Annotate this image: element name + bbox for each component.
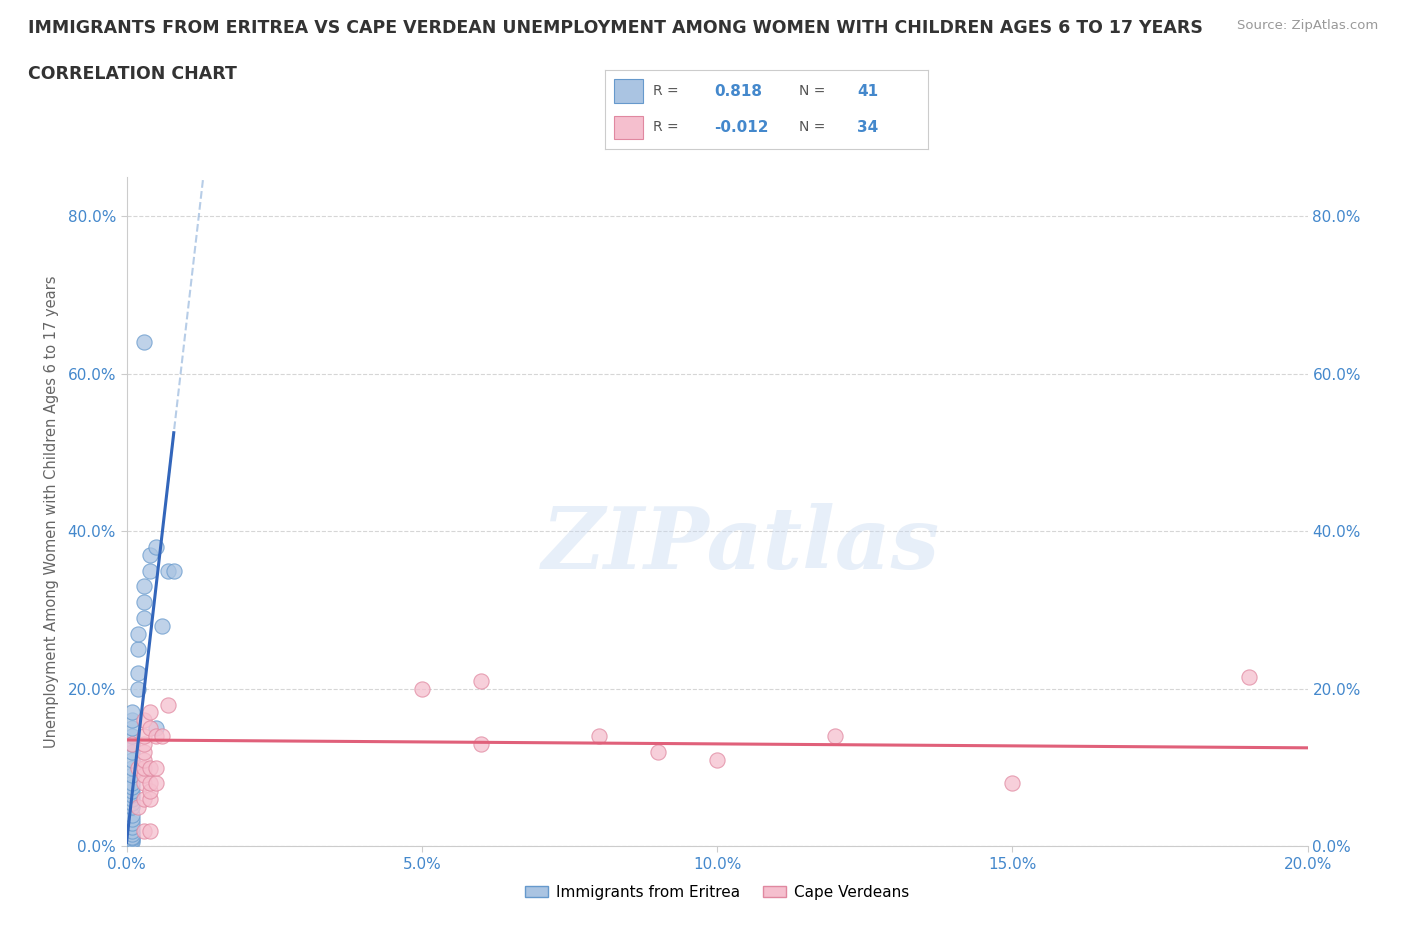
Point [121, 728, 143, 743]
Point [134, 744, 156, 759]
Point [127, 800, 149, 815]
Point [121, 816, 143, 830]
Point [121, 811, 143, 826]
Point [139, 705, 162, 720]
Text: R =: R = [652, 121, 679, 135]
Point [145, 760, 167, 775]
Point [121, 705, 143, 720]
Point [706, 752, 728, 767]
Point [121, 800, 143, 815]
Bar [614, 79, 644, 103]
Point [121, 784, 143, 799]
Point [470, 737, 492, 751]
Point [134, 791, 156, 806]
Point [139, 548, 162, 563]
Point [127, 682, 149, 697]
Text: -0.012: -0.012 [714, 120, 769, 135]
Point [134, 335, 156, 350]
Text: 34: 34 [856, 120, 879, 135]
Point [139, 721, 162, 736]
Point [121, 823, 143, 838]
Text: CORRELATION CHART: CORRELATION CHART [28, 65, 238, 83]
Point [121, 807, 143, 822]
Text: N =: N = [799, 121, 825, 135]
Point [127, 666, 149, 681]
Point [134, 760, 156, 775]
Point [824, 728, 846, 743]
Point [145, 776, 167, 790]
Point [139, 760, 162, 775]
Point [134, 578, 156, 593]
Text: ZIPatlas: ZIPatlas [541, 503, 939, 587]
Point [134, 823, 156, 838]
Text: 0.818: 0.818 [714, 84, 762, 99]
Point [1237, 670, 1260, 684]
Point [121, 788, 143, 803]
Point [134, 712, 156, 727]
Point [121, 737, 143, 751]
Point [121, 752, 143, 767]
Point [134, 594, 156, 609]
Point [121, 776, 143, 790]
Point [121, 832, 143, 847]
Text: IMMIGRANTS FROM ERITREA VS CAPE VERDEAN UNEMPLOYMENT AMONG WOMEN WITH CHILDREN A: IMMIGRANTS FROM ERITREA VS CAPE VERDEAN … [28, 19, 1204, 36]
Point [150, 728, 173, 743]
Text: 41: 41 [856, 84, 877, 99]
Point [150, 618, 173, 633]
Point [156, 564, 179, 578]
Point [134, 752, 156, 767]
Point [139, 823, 162, 838]
Text: Source: ZipAtlas.com: Source: ZipAtlas.com [1237, 19, 1378, 32]
Point [127, 642, 149, 657]
Bar [614, 115, 644, 140]
Point [145, 721, 167, 736]
Point [139, 791, 162, 806]
Point [134, 737, 156, 751]
Point [121, 760, 143, 775]
Point [411, 682, 433, 697]
Point [134, 728, 156, 743]
Point [139, 564, 162, 578]
Point [134, 776, 156, 790]
Point [134, 768, 156, 783]
Point [145, 539, 167, 554]
Point [121, 827, 143, 842]
Point [121, 779, 143, 794]
Point [121, 744, 143, 759]
Point [134, 610, 156, 625]
Point [121, 791, 143, 806]
Point [145, 728, 167, 743]
Point [127, 626, 149, 641]
Point [121, 768, 143, 783]
Point [121, 721, 143, 736]
Point [121, 830, 143, 844]
Point [121, 712, 143, 727]
Text: N =: N = [799, 84, 825, 98]
Y-axis label: Unemployment Among Women with Children Ages 6 to 17 years: Unemployment Among Women with Children A… [45, 275, 59, 748]
Point [121, 737, 143, 751]
Point [121, 835, 143, 850]
Point [1001, 776, 1024, 790]
Point [163, 564, 186, 578]
Point [121, 819, 143, 834]
Text: R =: R = [652, 84, 679, 98]
Point [647, 744, 669, 759]
Point [156, 698, 179, 712]
Point [588, 728, 610, 743]
Legend: Immigrants from Eritrea, Cape Verdeans: Immigrants from Eritrea, Cape Verdeans [519, 879, 915, 906]
Point [139, 776, 162, 790]
Point [470, 673, 492, 688]
Point [121, 831, 143, 846]
Point [139, 784, 162, 799]
Point [127, 760, 149, 775]
Point [121, 795, 143, 810]
